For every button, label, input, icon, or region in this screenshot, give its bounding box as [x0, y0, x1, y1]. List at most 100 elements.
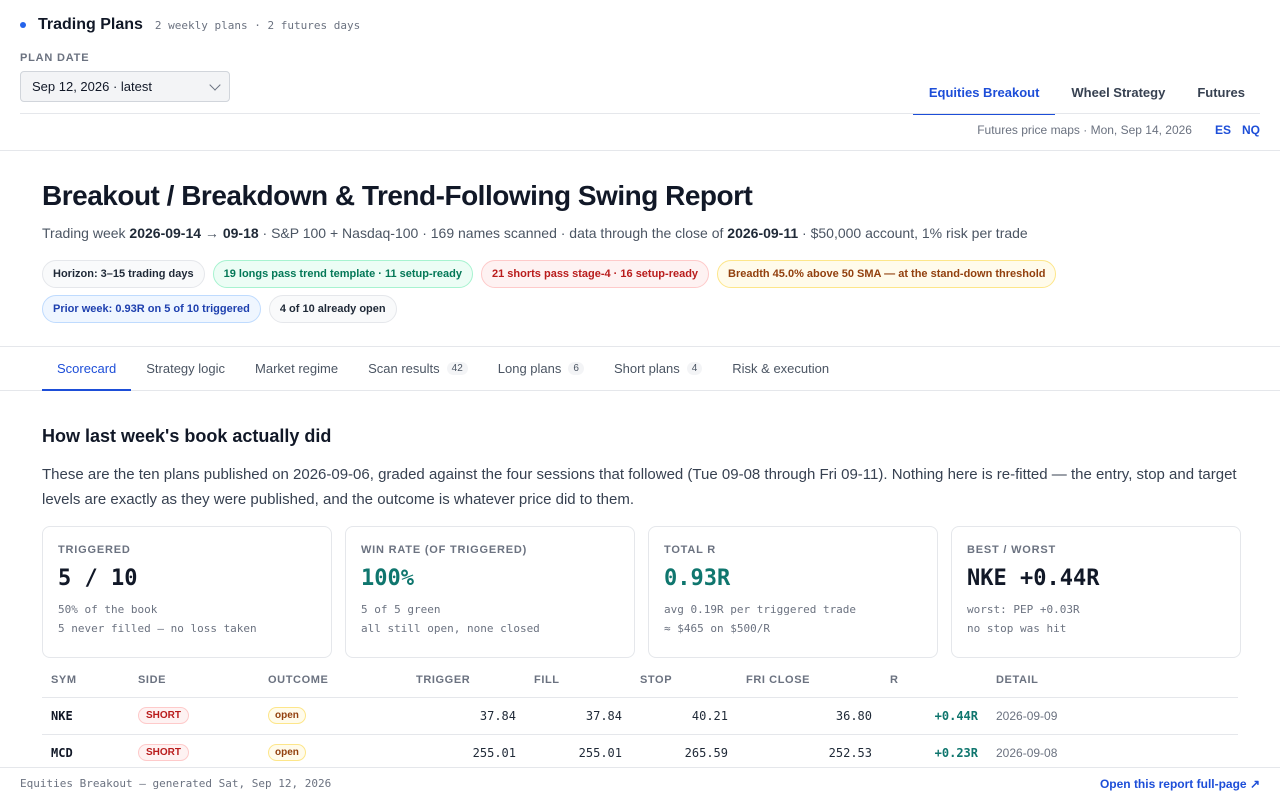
tab-label: Short plans [613, 360, 680, 376]
plan-date-value: Sep 12, 2026 · latest [32, 79, 152, 94]
pill-longs: 19 longs pass trend template · 11 setup-… [212, 260, 474, 288]
col-trigger[interactable]: TRIGGER [407, 663, 525, 698]
tab-risk-execution[interactable]: Risk & execution [717, 347, 844, 391]
tab-short-plans[interactable]: Short plans 4 [599, 347, 717, 391]
section-title: How last week's book actually did [42, 426, 332, 446]
card-label: TOTAL R [664, 544, 717, 556]
card-value: NKE +0.44R [967, 566, 1100, 591]
count-badge: 42 [446, 361, 468, 375]
cell-fill: 255.01 [525, 734, 631, 772]
card-note: worst: PEP +0.03R no stop was hit [967, 603, 1080, 635]
stat-card-total-r: TOTAL R 0.93R avg 0.19R per triggered tr… [648, 526, 938, 658]
futures-text: Futures price maps · Mon, Sep 14, 2026 [977, 123, 1192, 137]
pill-horizon: Horizon: 3–15 trading days [42, 260, 205, 288]
card-value: 5 / 10 [58, 566, 138, 591]
table-row[interactable]: NKE SHORT open 37.84 37.84 40.21 36.80 +… [42, 697, 1238, 735]
tab-equities-breakout[interactable]: Equities Breakout [912, 73, 1056, 115]
week-end: 09-18 [222, 225, 259, 241]
futures-row: Futures price maps · Mon, Sep 14, 2026 E… [977, 123, 1260, 137]
col-side[interactable]: SIDE [129, 663, 259, 698]
app-header: Trading Plans 2 weekly plans · 2 futures… [0, 0, 1280, 151]
stat-cards: TRIGGERED 5 / 10 50% of the book 5 never … [42, 526, 1241, 658]
tab-long-plans[interactable]: Long plans 6 [483, 347, 599, 391]
tab-label: Risk & execution [732, 360, 830, 376]
tab-label: Strategy logic [146, 360, 226, 376]
card-label: TRIGGERED [58, 544, 131, 556]
cell-sym: MCD [42, 734, 129, 772]
stat-card-triggered: TRIGGERED 5 / 10 50% of the book 5 never … [42, 526, 332, 658]
col-outcome[interactable]: OUTCOME [259, 663, 407, 698]
pill-breadth: Breadth 45.0% above 50 SMA — at the stan… [717, 260, 1057, 288]
tab-futures[interactable]: Futures [1197, 85, 1245, 100]
cell-r: +0.44R [881, 697, 987, 735]
cell-stop: 40.21 [631, 697, 737, 735]
side-badge: SHORT [138, 707, 189, 724]
section-paragraph: These are the ten plans published on 202… [42, 466, 1237, 508]
tab-scorecard[interactable]: Scorecard [42, 347, 132, 391]
plan-date-select[interactable]: Sep 12, 2026 · latest [20, 71, 230, 102]
header-divider [20, 113, 1260, 114]
card-note: avg 0.19R per triggered trade ≈ $465 on $… [664, 603, 857, 635]
cell-fill: 37.84 [525, 697, 631, 735]
tab-label: Scan results [368, 360, 440, 376]
app-title-row: Trading Plans 2 weekly plans · 2 futures… [20, 16, 360, 34]
col-r[interactable]: R [881, 663, 987, 698]
cell-detail: 2026-09-09 [987, 697, 1238, 735]
col-fill[interactable]: FILL [525, 663, 631, 698]
subtitle-arrow: → [201, 225, 223, 241]
report-tabs: Scorecard Strategy logic Market regime S… [0, 346, 1280, 391]
data-date: 2026-09-11 [727, 225, 799, 241]
app-subtitle: 2 weekly plans · 2 futures days [154, 18, 361, 32]
strategy-tabs: Equities Breakout Wheel Strategy Futures [912, 73, 1261, 115]
card-note: 5 of 5 green all still open, none closed [361, 603, 540, 635]
cell-side: SHORT [129, 697, 259, 735]
tab-scan-results[interactable]: Scan results 42 [353, 347, 483, 391]
cell-fri-close: 36.80 [737, 697, 881, 735]
tab-label: Market regime [255, 360, 339, 376]
cell-sym: NKE [42, 697, 129, 735]
tab-label: Long plans [497, 360, 562, 376]
stat-card-best-worst: BEST / WORST NKE +0.44R worst: PEP +0.03… [951, 526, 1241, 658]
card-value: 0.93R [664, 566, 731, 591]
tab-wheel-strategy[interactable]: Wheel Strategy [1071, 85, 1166, 100]
count-badge: 6 [568, 361, 584, 375]
summary-pills: Horizon: 3–15 trading days 19 longs pass… [42, 260, 1242, 323]
futures-link-nq[interactable]: NQ [1242, 123, 1260, 137]
cell-outcome: open [259, 734, 407, 772]
open-full-page-link[interactable]: Open this report full-page ↗ [1099, 777, 1260, 791]
subtitle-text: · S&P 100 + Nasdaq-100 · 169 names scann… [258, 225, 728, 241]
outcome-badge: open [268, 707, 306, 724]
pill-shorts: 21 shorts pass stage-4 · 16 setup-ready [481, 260, 710, 288]
plan-date-label: PLAN DATE [20, 52, 90, 64]
cell-side: SHORT [129, 734, 259, 772]
col-detail[interactable]: DETAIL [987, 663, 1238, 698]
pill-open-count: 4 of 10 already open [268, 295, 397, 323]
cell-trigger: 37.84 [407, 697, 525, 735]
subtitle-text: Trading week [42, 225, 130, 241]
card-value: 100% [361, 566, 414, 591]
table-row[interactable]: MCD SHORT open 255.01 255.01 265.59 252.… [42, 734, 1238, 772]
cell-r: +0.23R [881, 734, 987, 772]
week-start: 2026-09-14 [129, 225, 202, 241]
card-note: 50% of the book 5 never filled — no loss … [58, 603, 257, 635]
report-title: Breakout / Breakdown & Trend-Following S… [42, 180, 753, 211]
side-badge: SHORT [138, 744, 189, 761]
tab-market-regime[interactable]: Market regime [240, 347, 353, 391]
stat-card-win-rate: WIN RATE (OF TRIGGERED) 100% 5 of 5 gree… [345, 526, 635, 658]
col-stop[interactable]: STOP [631, 663, 737, 698]
subtitle-text: · $50,000 account, 1% risk per trade [798, 225, 1028, 241]
pill-prior-week: Prior week: 0.93R on 5 of 10 triggered [42, 295, 261, 323]
footer-generated: Equities Breakout — generated Sat, Sep 1… [20, 777, 332, 790]
futures-link-es[interactable]: ES [1214, 123, 1231, 137]
col-sym[interactable]: SYM [42, 663, 129, 698]
count-badge: 4 [686, 361, 703, 375]
col-fri-close[interactable]: FRI CLOSE [737, 663, 881, 698]
tab-label: Scorecard [57, 360, 117, 376]
card-label: BEST / WORST [967, 544, 1057, 556]
cell-fri-close: 252.53 [737, 734, 881, 772]
cell-trigger: 255.01 [407, 734, 525, 772]
table-header-row: SYM SIDE OUTCOME TRIGGER FILL STOP FRI C… [42, 663, 1238, 698]
status-dot-icon [20, 22, 26, 28]
tab-strategy-logic[interactable]: Strategy logic [131, 347, 240, 391]
card-label: WIN RATE (OF TRIGGERED) [361, 544, 528, 556]
